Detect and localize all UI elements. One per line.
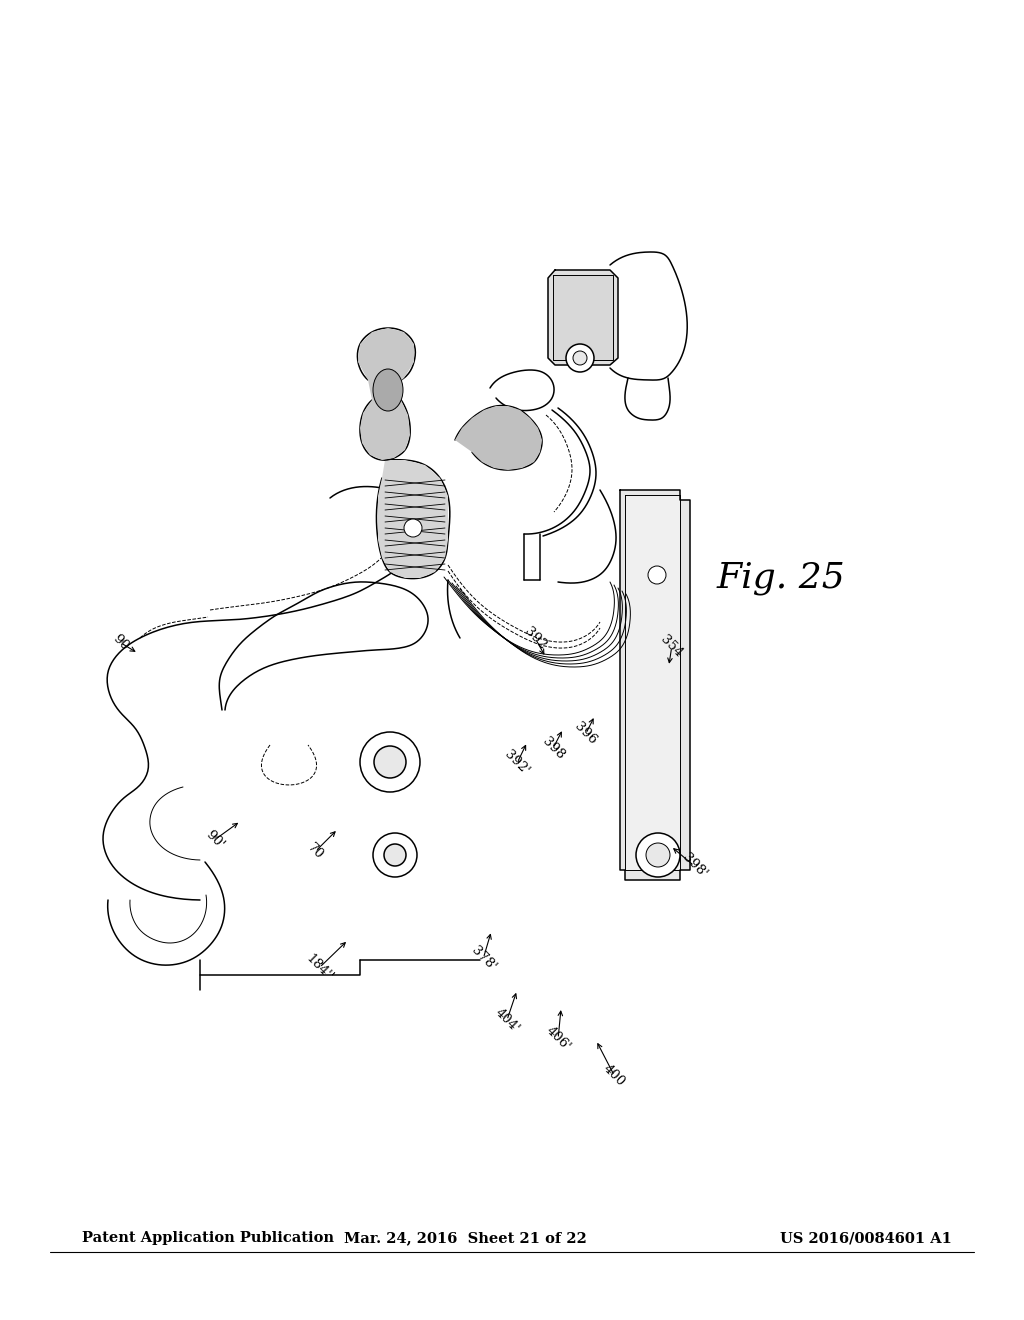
Ellipse shape xyxy=(373,370,403,411)
Text: 392: 392 xyxy=(522,626,549,652)
Circle shape xyxy=(636,833,680,876)
Text: 70: 70 xyxy=(305,841,326,862)
Polygon shape xyxy=(455,407,542,470)
Text: 398: 398 xyxy=(540,735,566,762)
Circle shape xyxy=(648,566,666,583)
Text: 392': 392' xyxy=(502,748,532,777)
Circle shape xyxy=(360,733,420,792)
Text: US 2016/0084601 A1: US 2016/0084601 A1 xyxy=(780,1232,952,1245)
Text: 400: 400 xyxy=(601,1063,628,1089)
Text: Mar. 24, 2016  Sheet 21 of 22: Mar. 24, 2016 Sheet 21 of 22 xyxy=(344,1232,588,1245)
Circle shape xyxy=(573,351,587,366)
Text: 398': 398' xyxy=(679,851,710,880)
Text: 404': 404' xyxy=(493,1006,521,1035)
Polygon shape xyxy=(553,275,613,360)
Polygon shape xyxy=(620,490,690,880)
Text: 184'': 184'' xyxy=(303,952,336,983)
Circle shape xyxy=(566,345,594,372)
Text: 90: 90 xyxy=(111,632,131,653)
Polygon shape xyxy=(358,327,414,459)
Circle shape xyxy=(374,746,406,777)
Text: 378': 378' xyxy=(468,944,499,973)
Polygon shape xyxy=(378,459,449,578)
Circle shape xyxy=(384,843,406,866)
Circle shape xyxy=(373,833,417,876)
Circle shape xyxy=(404,519,422,537)
Text: 406': 406' xyxy=(544,1024,572,1053)
Polygon shape xyxy=(548,271,618,366)
Text: 354: 354 xyxy=(658,634,685,660)
Text: 396: 396 xyxy=(572,721,599,747)
Text: 90': 90' xyxy=(203,828,227,851)
Polygon shape xyxy=(625,495,680,870)
Text: Fig. 25: Fig. 25 xyxy=(717,561,846,595)
Circle shape xyxy=(646,843,670,867)
Text: Patent Application Publication: Patent Application Publication xyxy=(82,1232,334,1245)
